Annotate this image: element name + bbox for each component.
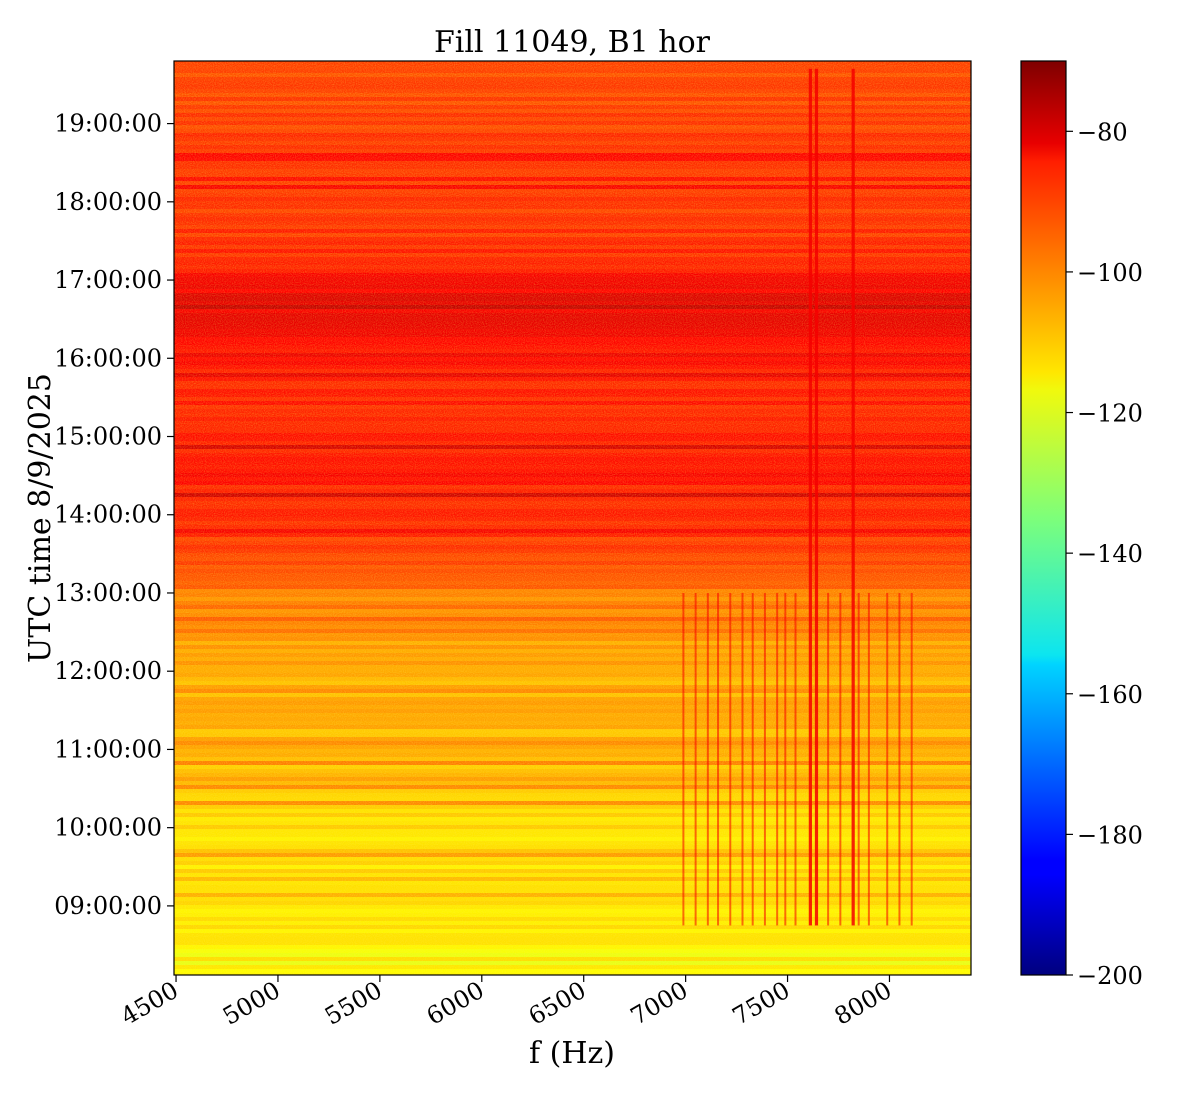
y-axis-ticks: 09:00:00 10:00:00 11:00:00 12:00:00 13:00:00… <box>54 110 174 920</box>
spectral-line <box>827 592 830 926</box>
spectral-line <box>784 592 787 926</box>
spectral-line <box>763 592 766 926</box>
spectral-lines <box>682 68 913 926</box>
spectral-line <box>867 592 870 926</box>
y-tick-label: 12:00:00 <box>54 657 162 685</box>
colorbar-tick-label: −140 <box>1077 540 1143 568</box>
colorbar-ticks: −80 −100 −120 −140 −160 −180 −200 <box>1066 118 1143 990</box>
y-tick-label: 18:00:00 <box>54 188 162 216</box>
y-axis-label: UTC time 8/9/2025 <box>23 373 58 663</box>
colorbar-tick-label: −100 <box>1077 259 1143 287</box>
x-tick-label: 7500 <box>728 976 795 1031</box>
y-tick-label: 17:00:00 <box>54 266 162 294</box>
x-axis-ticks: 4500 5000 5500 6000 6500 7000 7500 8000 <box>116 975 896 1031</box>
plot-frame <box>173 60 972 976</box>
spectral-line <box>694 592 697 926</box>
y-tick-label: 15:00:00 <box>54 423 162 451</box>
spectral-line <box>741 592 744 926</box>
spectral-line <box>851 68 855 926</box>
spectral-line <box>886 592 889 926</box>
heatmap-grain-overlay <box>174 61 971 975</box>
spectral-line <box>706 592 709 926</box>
x-tick-label: 5000 <box>218 976 285 1031</box>
chart-title: Fill 11049, B1 hor <box>434 25 711 60</box>
x-tick-label: 4500 <box>116 976 183 1031</box>
spectral-line <box>814 68 819 926</box>
colorbar-tick-label: −160 <box>1077 681 1143 709</box>
colorbar: −80 −100 −120 −140 −160 −180 −200 <box>1020 60 1143 990</box>
spectral-line <box>751 592 754 926</box>
y-tick-label: 11:00:00 <box>54 735 162 763</box>
spectral-line <box>794 592 797 926</box>
y-tick-label: 14:00:00 <box>54 501 162 529</box>
y-tick-label: 16:00:00 <box>54 344 162 372</box>
spectral-line <box>898 592 901 926</box>
colorbar-tick-label: −180 <box>1077 821 1143 849</box>
x-tick-label: 6000 <box>422 976 489 1031</box>
spectral-line <box>682 592 685 926</box>
y-tick-label: 13:00:00 <box>54 579 162 607</box>
spectral-line <box>776 592 779 926</box>
y-tick-label: 19:00:00 <box>54 110 162 138</box>
x-tick-label: 7000 <box>626 976 693 1031</box>
x-axis-label: f (Hz) <box>529 1036 615 1071</box>
colorbar-tick-label: −120 <box>1077 400 1143 428</box>
colorbar-frame <box>1020 60 1067 976</box>
spectral-line <box>839 592 842 926</box>
colorbar-tick-label: −200 <box>1077 962 1143 990</box>
spectral-line <box>910 592 913 926</box>
colorbar-tick-label: −80 <box>1077 118 1128 146</box>
spectral-line <box>857 592 860 926</box>
x-tick-label: 5500 <box>320 976 387 1031</box>
x-tick-label: 6500 <box>524 976 591 1031</box>
spectral-line <box>729 592 732 926</box>
y-tick-label: 10:00:00 <box>54 814 162 842</box>
spectral-line <box>808 68 812 926</box>
y-tick-label: 09:00:00 <box>54 892 162 920</box>
colorbar-gradient <box>1021 61 1066 975</box>
heatmap-plot-area <box>173 60 972 976</box>
x-tick-label: 8000 <box>830 976 897 1031</box>
spectral-line <box>717 592 720 926</box>
